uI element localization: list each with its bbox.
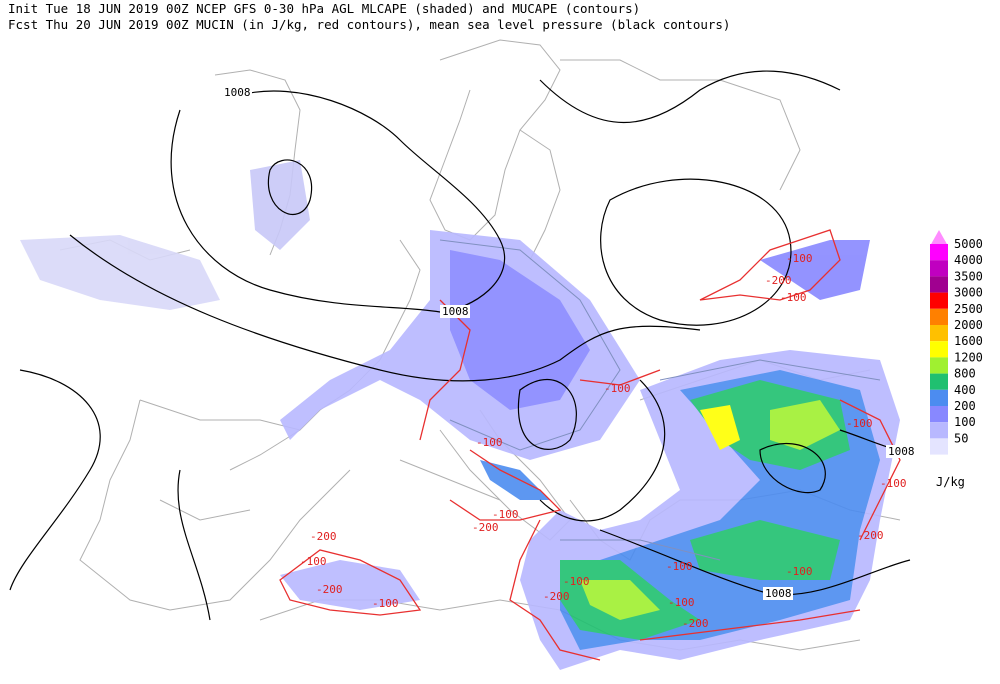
legend-label: 5000	[954, 237, 983, 251]
legend-label: 100	[954, 415, 976, 429]
cin-label: -200	[472, 521, 499, 534]
header-line: Fcst Thu 20 JUN 2019 00Z MUCIN (in J/kg,…	[8, 17, 730, 32]
legend-swatch	[930, 438, 948, 455]
legend-arrow	[930, 230, 948, 246]
legend-label: 800	[954, 367, 976, 381]
cin-labels: -100 -200 -100 -100 -100 -100 -100 -100 …	[300, 252, 907, 630]
legend-label: 1200	[954, 350, 983, 364]
legend-swatch	[930, 276, 948, 293]
cin-label: -100	[786, 565, 813, 578]
mucape-contours	[439, 239, 881, 561]
legend-label: 4000	[954, 253, 983, 267]
legend-label: 400	[954, 383, 976, 397]
pressure-labels: 1008 1008 1008 1008	[222, 86, 916, 600]
cin-label: -100	[476, 436, 503, 449]
legend-label: 3500	[954, 269, 983, 283]
legend-label: 50	[954, 431, 968, 445]
legend: 5000 4000 3500 3000 2500 2000 1600 1200 800 400 20…	[930, 230, 983, 455]
legend-swatch	[930, 260, 948, 277]
legend-label: 1600	[954, 334, 983, 348]
cin-label: -100	[372, 597, 399, 610]
cin-label: -200	[543, 590, 570, 603]
isobar-label: 1008	[888, 445, 915, 458]
legend-swatch	[930, 292, 948, 309]
cin-label: -100	[563, 575, 590, 588]
legend-swatch	[930, 325, 948, 342]
isobar-label: 1008	[224, 86, 251, 99]
legend-swatch	[930, 422, 948, 439]
legend-label: 2000	[954, 318, 983, 332]
legend-swatch	[930, 308, 948, 325]
legend-swatch	[930, 373, 948, 390]
cape-shading	[20, 160, 900, 670]
cin-label: -100	[786, 252, 813, 265]
cin-label: -100	[666, 560, 693, 573]
legend-label: 200	[954, 399, 976, 413]
legend-label: 2500	[954, 302, 983, 316]
legend-swatch	[930, 341, 948, 358]
cin-label: -100	[780, 291, 807, 304]
legend-label: 3000	[954, 286, 983, 300]
cin-contours	[279, 229, 901, 661]
cin-label: -100	[846, 417, 873, 430]
isobar-label: 1008	[765, 587, 792, 600]
legend-swatch	[930, 357, 948, 374]
legend-swatch	[930, 244, 948, 261]
legend-swatch	[930, 389, 948, 406]
cin-label: -100	[300, 555, 327, 568]
cin-label: -100	[880, 477, 907, 490]
cin-label: -200	[765, 274, 792, 287]
isobar-label: 1008	[442, 305, 469, 318]
cin-label: -200	[310, 530, 337, 543]
cin-label: -100	[492, 508, 519, 521]
cin-label: -200	[316, 583, 343, 596]
cin-label: -200	[682, 617, 709, 630]
cin-label: -100	[604, 382, 631, 395]
legend-swatch	[930, 406, 948, 423]
cin-label: -200	[857, 529, 884, 542]
cin-label: -100	[668, 596, 695, 609]
legend-unit: J/kg	[936, 475, 965, 489]
header-line: Init Tue 18 JUN 2019 00Z NCEP GFS 0-30 h…	[8, 1, 640, 16]
